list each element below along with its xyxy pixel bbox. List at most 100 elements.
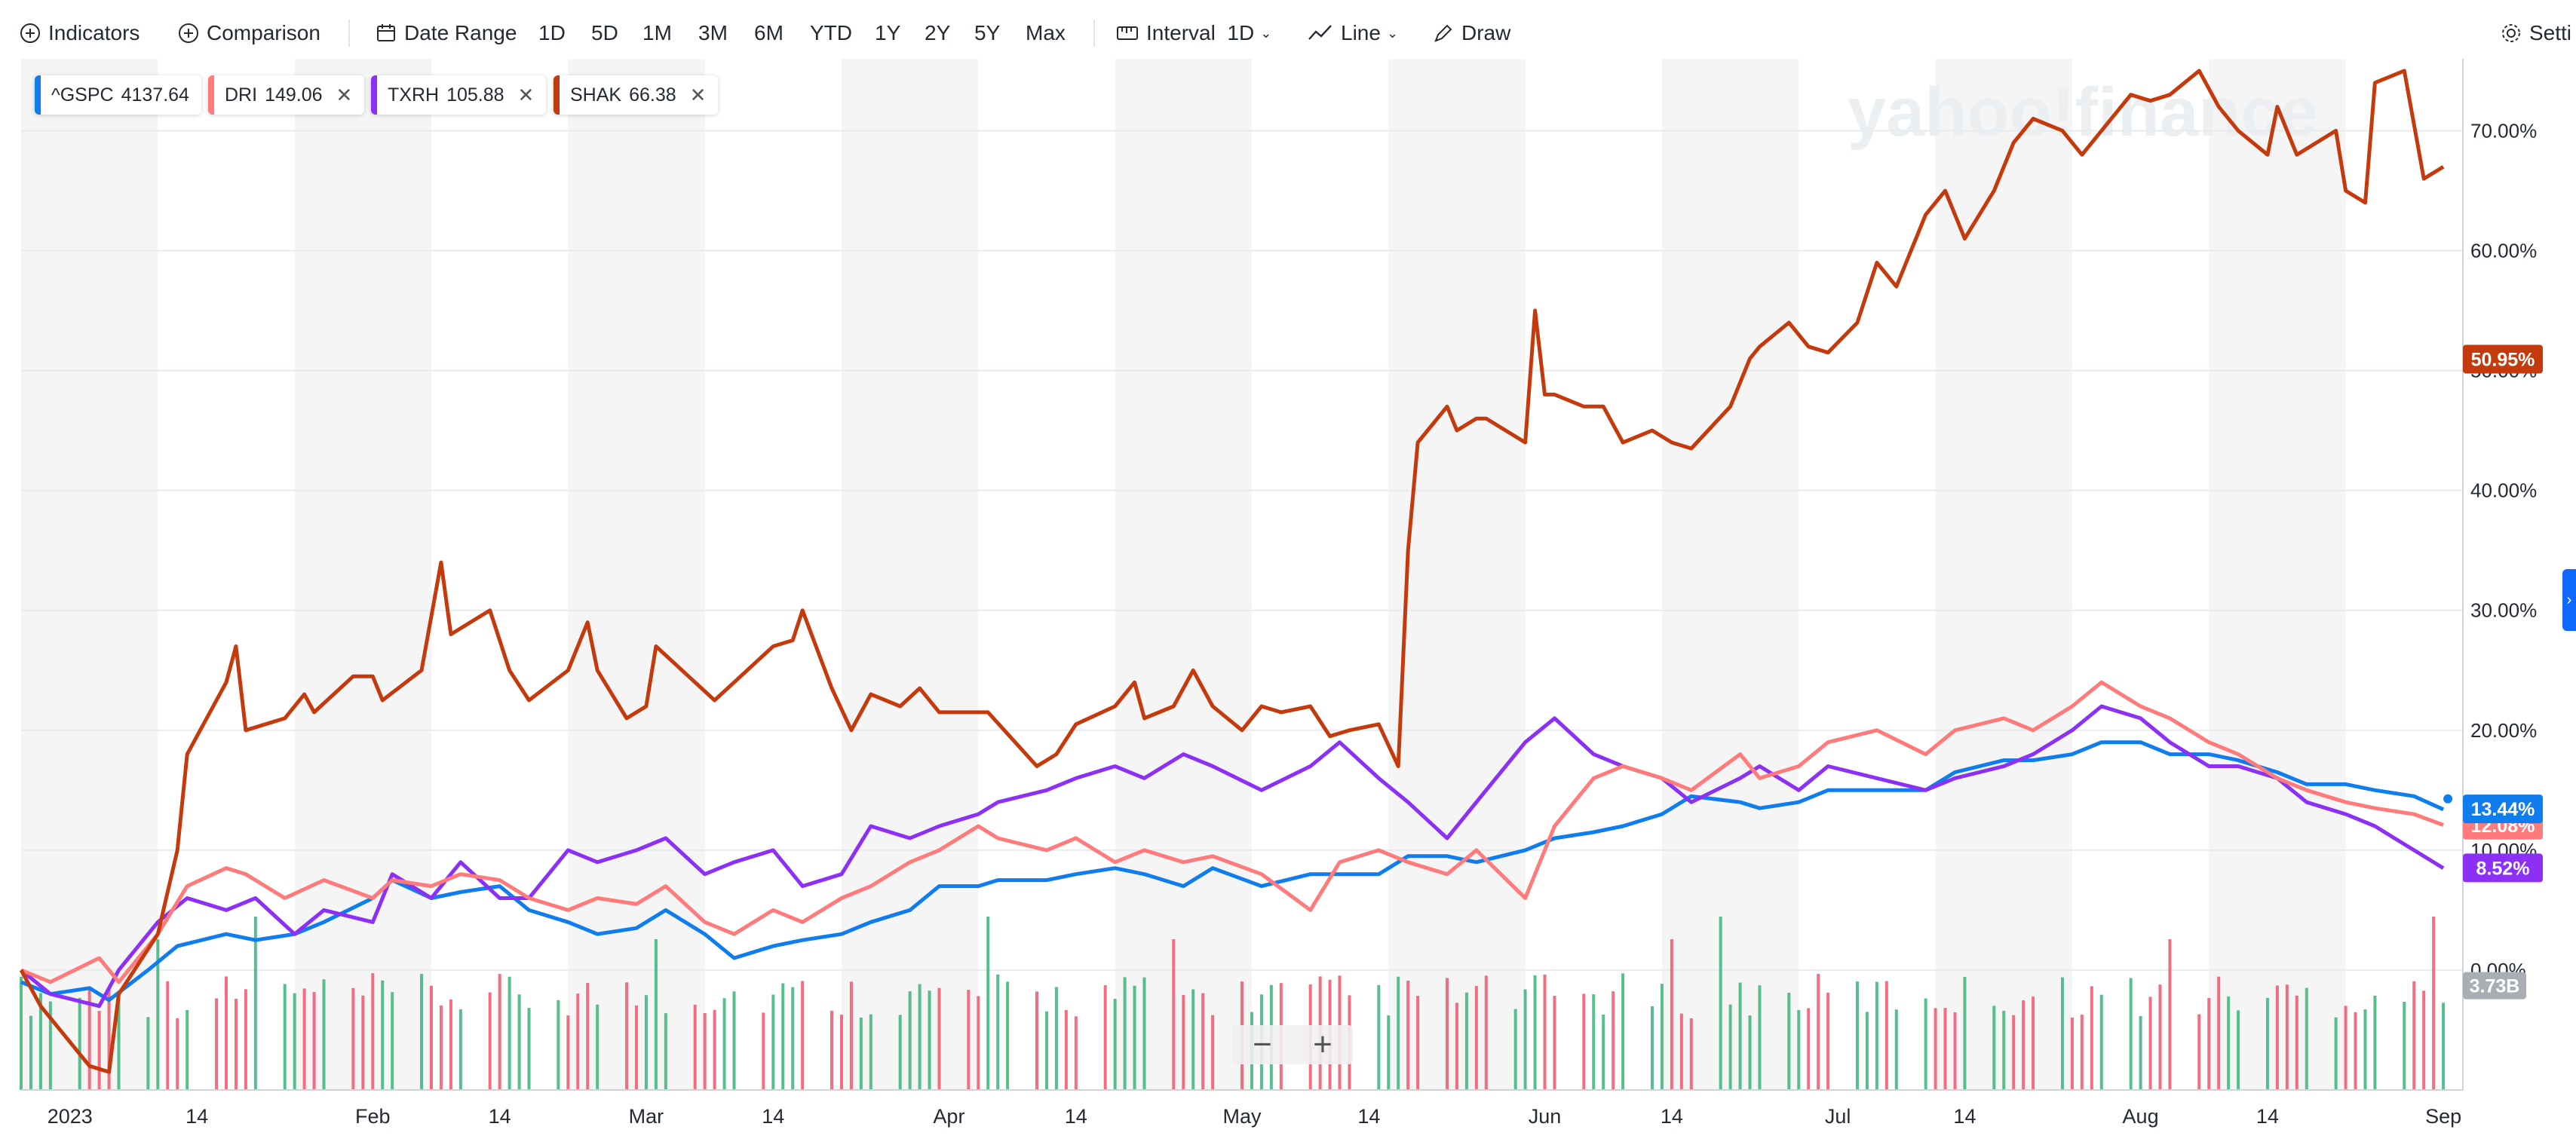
zoom-out-button[interactable]: − (1253, 1026, 1272, 1063)
comparison-button[interactable]: Comparison (178, 17, 320, 50)
volume-bar (2412, 981, 2416, 1090)
series-line-dri[interactable] (20, 680, 2444, 984)
x-tick-label: 14 (1661, 1105, 1683, 1128)
range-1d[interactable]: 1D (538, 21, 566, 44)
volume-bar (1953, 1012, 1957, 1090)
volume-badge (2463, 972, 2526, 1000)
range-5d[interactable]: 5D (591, 21, 618, 44)
close-icon[interactable]: ✕ (689, 83, 707, 106)
interval-dropdown[interactable]: Interval 1D ⌄ (1116, 17, 1271, 50)
volume-bar (1445, 978, 1449, 1090)
volume-bar (1807, 1008, 1811, 1090)
volume-bar (1054, 987, 1058, 1090)
volume-bar (2207, 997, 2211, 1090)
range-3m[interactable]: 3M (698, 21, 728, 44)
range-5y[interactable]: 5Y (974, 21, 1001, 44)
volume-bar (1826, 992, 1830, 1090)
volume-bar (2022, 1000, 2026, 1090)
volume-bar (918, 984, 922, 1090)
yahoo-finance-watermark: yahoo!finance (1848, 74, 2318, 151)
zoom-in-button[interactable]: + (1313, 1026, 1332, 1063)
volume-bar (1787, 992, 1791, 1090)
volume-bar (2432, 917, 2436, 1090)
volume-bar (97, 1011, 101, 1090)
volume-bar (1513, 1009, 1517, 1090)
series-color-swatch (371, 75, 377, 115)
volume-bar (557, 1000, 560, 1090)
volume-bar (1689, 1018, 1693, 1090)
volume-bar (2354, 1012, 2357, 1090)
symbol-chip-shak[interactable]: SHAK 66.38 ✕ (554, 75, 719, 115)
close-icon[interactable]: ✕ (517, 83, 535, 106)
volume-bar (2197, 1014, 2201, 1090)
series-line-gspc[interactable] (20, 740, 2445, 1003)
range-2y[interactable]: 2Y (925, 21, 951, 44)
series-line-shak[interactable] (19, 69, 2445, 1074)
draw-label: Draw (1461, 21, 1511, 44)
volume-bar (527, 1008, 531, 1090)
volume-bar (1758, 985, 1762, 1090)
volume-bar (2090, 986, 2093, 1090)
x-tick-label: Sep (2425, 1105, 2461, 1128)
series-color-swatch (208, 75, 214, 115)
interval-value: 1D (1227, 21, 1255, 44)
volume-bar (1191, 989, 1195, 1090)
volume-bar (1133, 985, 1136, 1090)
side-panel-toggle[interactable]: › (2562, 569, 2576, 631)
shak-value-badge (2463, 344, 2543, 374)
volume-bar (1924, 998, 1927, 1090)
range-ytd[interactable]: YTD (810, 21, 852, 44)
volume-bar (2158, 984, 2162, 1090)
x-tick-label: 2023 (48, 1105, 93, 1128)
volume-bar (781, 983, 785, 1090)
volume-bar (87, 990, 91, 1090)
range-1y[interactable]: 1Y (875, 21, 901, 44)
time-band (568, 59, 705, 1090)
symbol-chip-txrh[interactable]: TXRH 105.88 ✕ (371, 75, 547, 115)
txrh-value-badge-text: 8.52% (2476, 858, 2530, 879)
volume-bar (566, 1015, 570, 1090)
volume-bar (996, 974, 1000, 1090)
volume-bar (1865, 1012, 1869, 1090)
volume-bar (2032, 997, 2035, 1090)
volume-badge-text: 3.73B (2470, 976, 2520, 997)
volume-bar (1397, 976, 1400, 1090)
interval-label: Interval (1146, 21, 1216, 44)
time-band (294, 59, 431, 1090)
volume-bar (967, 990, 971, 1090)
volume-bar (586, 982, 590, 1090)
volume-bar (156, 939, 160, 1090)
plus-circle-icon (179, 23, 198, 43)
range-6m[interactable]: 6M (754, 21, 784, 44)
x-tick-label: 14 (1065, 1105, 1087, 1128)
date-range-button[interactable]: Date Range (376, 17, 517, 50)
time-band (841, 59, 979, 1090)
volume-bar (449, 999, 452, 1090)
volume-bar (176, 1018, 179, 1090)
volume-bar (78, 997, 81, 1090)
chevron-down-icon: ⌄ (1386, 25, 1399, 41)
range-max[interactable]: Max (1026, 21, 1066, 44)
chevron-right-icon: › (2566, 591, 2572, 608)
symbol-chip-dri[interactable]: DRI 149.06 ✕ (208, 75, 365, 115)
volume-bar (2334, 1017, 2338, 1090)
symbol-chip-gspc[interactable]: ^GSPC 4137.64 (35, 75, 201, 115)
draw-button[interactable]: Draw (1433, 17, 1510, 50)
close-icon[interactable]: ✕ (336, 83, 353, 106)
series-line-txrh[interactable] (20, 704, 2445, 1009)
volume-bar (215, 998, 219, 1090)
indicators-button[interactable]: Indicators (20, 17, 140, 50)
symbol-price: 66.38 (629, 84, 676, 106)
volume-bar (1074, 1016, 1078, 1090)
volume-bar (664, 1013, 667, 1090)
range-1m[interactable]: 1M (642, 21, 672, 44)
volume-bar (977, 996, 980, 1090)
chart-type-dropdown[interactable]: Line ⌄ (1308, 17, 1398, 50)
volume-bar (420, 973, 424, 1090)
volume-bar (2080, 1015, 2084, 1090)
volume-bar (1123, 977, 1127, 1090)
volume-bar (1035, 991, 1039, 1090)
volume-bar (1064, 1009, 1068, 1090)
settings-button[interactable]: Setti (2501, 17, 2571, 50)
